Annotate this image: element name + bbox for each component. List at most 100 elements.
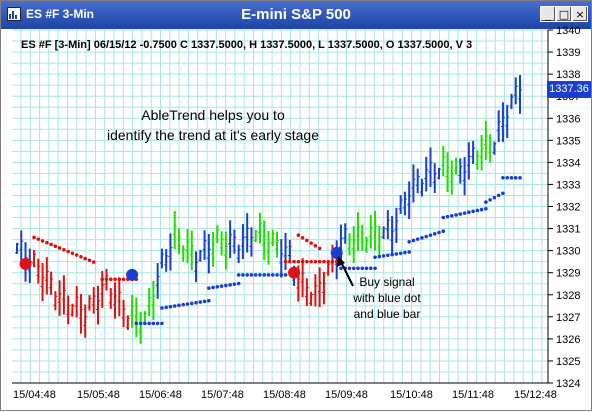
headline-line-1: AbleTrend helps you to (141, 107, 285, 123)
x-tick-label: 15/06:48 (139, 389, 182, 401)
trend-stop-dot (292, 259, 296, 264)
y-tick-label: 1334 (556, 157, 580, 169)
trend-stop-dot (236, 273, 241, 277)
trend-stop-dot (241, 273, 245, 277)
y-tick-label: 1327 (556, 312, 580, 324)
trend-stop-dot (211, 285, 215, 290)
chart-app-icon (7, 7, 21, 21)
title-bar[interactable]: ES #F 3-Min E-mini S&P 500 _ □ × (1, 1, 591, 29)
y-tick-label: 1338 (556, 69, 580, 81)
trend-stop-dot (258, 273, 262, 277)
trend-stop-dot (100, 277, 105, 282)
trend-stop-dot (398, 251, 403, 256)
trend-stop-dot (403, 250, 407, 255)
trend-stop-dot (108, 277, 113, 282)
buy-line-3: and blue bar (353, 307, 421, 321)
trend-stop-dot (143, 321, 147, 326)
trend-stop-dot (305, 259, 309, 264)
x-tick-label: 15/12:48 (514, 389, 557, 401)
trend-stop-dot (275, 273, 279, 277)
trend-stop-dot (66, 249, 70, 254)
maximize-button[interactable]: □ (556, 6, 572, 22)
trend-stop-dot (394, 252, 399, 256)
trend-stop-dot (458, 212, 463, 216)
trend-stop-dot (300, 259, 305, 264)
trend-stop-dot (445, 214, 450, 219)
trend-stop-dot (168, 304, 173, 309)
trend-stop-dot (172, 304, 177, 308)
signal-dot (330, 246, 343, 259)
trend-stop-dot (224, 283, 228, 288)
y-tick-label: 1336 (556, 113, 580, 125)
trend-stop-dot (300, 236, 305, 240)
trend-stop-dot (91, 260, 96, 264)
trend-stop-dot (420, 236, 424, 240)
trend-stop-dot (283, 259, 288, 264)
trend-stop-dot (351, 266, 356, 271)
x-tick-label: 15/05:48 (77, 389, 120, 401)
trend-stop-dot (381, 254, 386, 258)
x-tick-label: 15/11:48 (452, 389, 495, 401)
trend-stop-dot (326, 259, 330, 264)
trend-stop-dot (454, 213, 458, 217)
y-tick-label: 1330 (556, 246, 580, 258)
y-tick-label: 1331 (556, 224, 580, 236)
trend-stop-dot (36, 237, 41, 241)
y-tick-label: 1328 (556, 290, 580, 302)
buy-line-2: with blue dot (353, 291, 421, 305)
trend-stop-dot (74, 253, 79, 257)
trend-stop-dot (309, 259, 313, 264)
trend-stop-dot (415, 237, 420, 241)
trend-stop-dot (369, 266, 373, 271)
trend-stop-dot (356, 266, 360, 271)
close-button[interactable]: × (572, 6, 588, 22)
trend-stop-dot (437, 230, 441, 235)
trend-stop-dot (177, 303, 181, 308)
y-tick-label: 1339 (556, 47, 580, 59)
x-tick-label: 15/08:48 (263, 389, 306, 401)
trend-stop-dot (313, 259, 318, 264)
trend-stop-dot (121, 277, 126, 282)
trend-stop-dot (253, 273, 258, 277)
trend-stop-dot (232, 282, 237, 286)
trend-stop-dot (330, 259, 335, 264)
trend-stop-dot (164, 305, 168, 310)
trend-stop-dot (87, 258, 92, 263)
trend-stop-dot (155, 321, 160, 326)
trend-stop-dot (492, 195, 497, 200)
trend-stop-dot (377, 254, 382, 259)
trend-stop-dot (484, 206, 488, 211)
trend-stop-dot (475, 208, 480, 213)
trend-stop-dot (113, 277, 117, 282)
trend-stop-dot (373, 255, 377, 260)
trend-stop-dot (160, 306, 164, 310)
trend-stop-dot (147, 321, 151, 326)
trend-stop-dot (70, 251, 75, 256)
trend-stop-dot (228, 283, 232, 287)
trend-stop-dot (317, 259, 322, 264)
x-tick-label: 15/07:48 (201, 389, 244, 401)
ohlc-info-line: ES #F [3-Min] 06/15/12 -0.7500 C 1337.50… (21, 39, 473, 51)
trend-stop-dot (390, 252, 394, 257)
trend-stop-dot (449, 213, 454, 218)
trend-stop-dot (53, 244, 58, 249)
trend-stop-dot (373, 266, 377, 271)
minimize-button[interactable]: _ (540, 6, 556, 22)
trend-stop-dot (207, 298, 211, 303)
trend-stop-dot (32, 235, 36, 240)
trend-stop-dot (313, 243, 318, 248)
trend-stop-dot (309, 241, 313, 245)
trend-stop-dot (509, 176, 514, 180)
x-tick-label: 15/04:48 (13, 389, 56, 401)
x-tick-label: 15/09:48 (325, 389, 368, 401)
trend-stop-dot (207, 286, 211, 290)
y-tick-label: 1340 (556, 25, 580, 37)
trend-stop-dot (266, 273, 271, 277)
trend-stop-dot (488, 198, 492, 202)
trend-stop-dot (317, 246, 322, 251)
trend-stop-dot (518, 176, 522, 180)
trend-stop-dot (215, 285, 220, 289)
trend-stop-dot (194, 300, 198, 305)
